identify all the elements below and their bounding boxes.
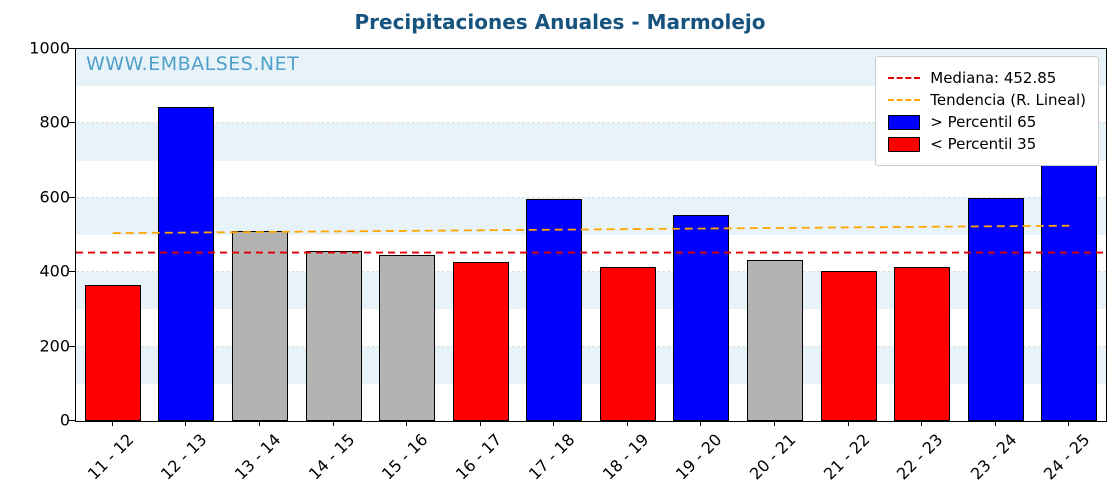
y-tick-label: 1000 (29, 38, 70, 58)
x-tick-mark (1068, 421, 1070, 426)
bar-16-17 (452, 261, 509, 421)
y-tick-mark (69, 420, 75, 421)
legend-dashed-line-sample (888, 99, 921, 101)
x-tick-mark (921, 421, 923, 426)
legend-label: < Percentil 35 (930, 135, 1037, 153)
chart-title: Precipitaciones Anuales - Marmolejo (354, 10, 766, 34)
bar-17-18 (526, 198, 583, 421)
x-tick-mark (406, 421, 408, 426)
x-tick-label: 18 - 19 (598, 430, 653, 484)
x-tick-label: 21 - 22 (819, 430, 873, 484)
background-stripe (76, 272, 1106, 310)
x-tick-label: 16 - 17 (451, 430, 506, 484)
bar-19-20 (673, 215, 730, 421)
x-tick-label: 11 - 12 (83, 430, 138, 484)
x-tick-label: 20 - 21 (745, 430, 800, 484)
x-tick-mark (185, 421, 187, 426)
bar-13-14 (231, 230, 288, 421)
x-tick-label: 13 - 14 (230, 430, 285, 484)
bar-14-15 (305, 251, 362, 421)
legend-patch-sample (888, 136, 921, 152)
legend-dashed-line-sample (888, 77, 921, 79)
x-tick-mark (479, 421, 481, 426)
x-tick-mark (847, 421, 849, 426)
gridline (76, 345, 1106, 347)
bar-11-12 (84, 285, 141, 421)
y-tick-mark (69, 345, 75, 347)
x-tick-mark (258, 421, 260, 426)
gridline (76, 196, 1106, 198)
gridline (76, 122, 1106, 124)
y-tick-mark (69, 122, 75, 124)
x-tick-mark (332, 421, 334, 426)
x-tick-label: 15 - 16 (377, 430, 432, 484)
y-tick-label: 0 (59, 410, 70, 430)
y-tick-mark (69, 271, 75, 273)
y-tick-label: 800 (39, 112, 70, 132)
x-tick-label: 14 - 15 (304, 430, 358, 484)
x-tick-label: 19 - 20 (672, 430, 726, 484)
legend-label: Tendencia (R. Lineal) (930, 91, 1086, 109)
legend-item: < Percentil 35 (888, 135, 1086, 153)
legend-item: > Percentil 65 (888, 113, 1086, 131)
watermark: WWW.EMBALSES.NET (86, 53, 300, 75)
legend-label: Mediana: 452.85 (930, 69, 1057, 87)
y-tick-mark (69, 196, 75, 198)
x-tick-mark (626, 421, 628, 426)
background-stripe (76, 197, 1106, 235)
x-tick-mark (111, 421, 113, 426)
y-tick-mark (69, 48, 75, 49)
legend-item: Tendencia (R. Lineal) (888, 91, 1086, 109)
legend-item: Mediana: 452.85 (888, 69, 1086, 87)
gridline (76, 271, 1106, 273)
legend-label: > Percentil 65 (930, 113, 1037, 131)
bar-24-25 (1041, 155, 1098, 421)
x-tick-label: 23 - 24 (966, 430, 1021, 484)
legend-patch-sample (888, 114, 921, 130)
bar-20-21 (746, 259, 803, 421)
x-tick-label: 22 - 23 (892, 430, 947, 484)
background-stripe (76, 346, 1106, 384)
bar-22-23 (894, 267, 951, 421)
x-tick-mark (553, 421, 555, 426)
x-tick-label: 24 - 25 (1040, 430, 1094, 484)
x-tick-mark (773, 421, 775, 426)
bar-23-24 (967, 197, 1024, 421)
bar-21-22 (820, 271, 877, 421)
y-tick-label: 600 (39, 187, 70, 207)
x-tick-mark (994, 421, 996, 426)
x-tick-label: 12 - 13 (157, 430, 211, 484)
legend: Mediana: 452.85 Tendencia (R. Lineal) > Pe… (875, 56, 1099, 166)
bar-12-13 (158, 106, 215, 421)
plot-area: WWW.EMBALSES.NET Mediana: 452.85 Tendenci… (75, 48, 1107, 422)
x-tick-mark (700, 421, 702, 426)
bar-15-16 (379, 254, 436, 421)
x-tick-label: 17 - 18 (525, 430, 579, 484)
y-tick-label: 400 (39, 261, 70, 281)
bar-18-19 (599, 267, 656, 421)
y-tick-label: 200 (39, 336, 70, 356)
